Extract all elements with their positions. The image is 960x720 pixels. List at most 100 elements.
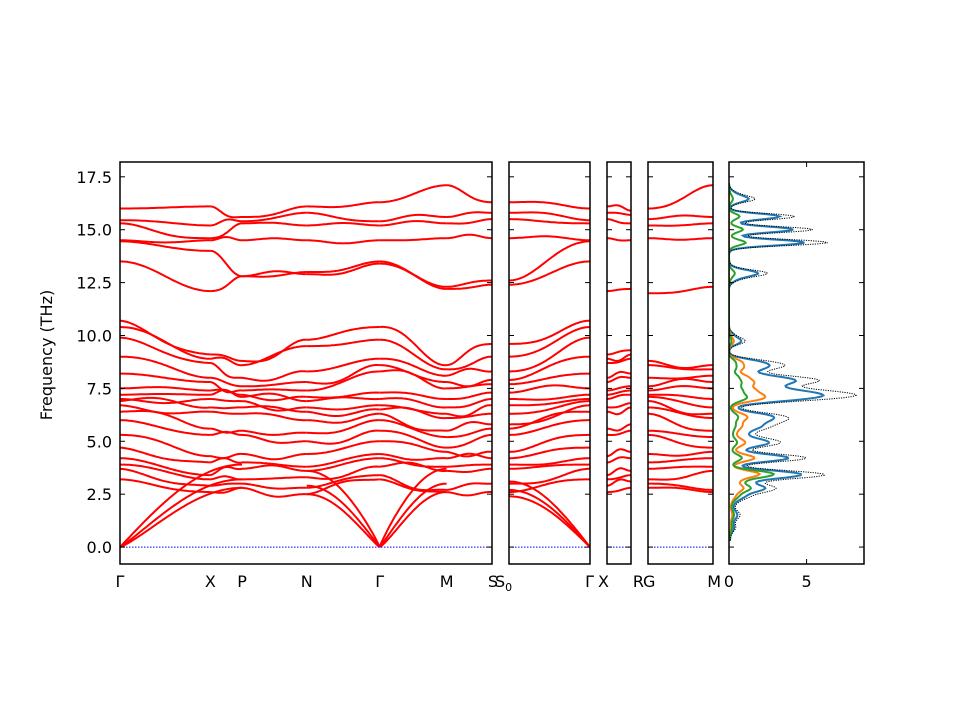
band-line <box>509 372 590 386</box>
band-line <box>607 353 631 362</box>
band-line <box>446 482 492 491</box>
band-line <box>241 270 307 278</box>
band-line <box>120 260 211 293</box>
band-line <box>446 463 492 468</box>
band-line <box>306 370 380 392</box>
band-line <box>241 433 307 444</box>
band-line <box>509 463 590 470</box>
band-panel-frame <box>606 161 632 565</box>
band-line <box>379 369 447 390</box>
band-line <box>210 466 243 477</box>
band-line <box>379 429 447 449</box>
y-tick-label: 17.5 <box>76 168 112 187</box>
band-line <box>379 213 447 223</box>
band-line <box>446 184 492 204</box>
band-line <box>306 419 380 435</box>
band-line <box>446 427 492 439</box>
band-panel-frame <box>647 161 714 565</box>
band-line <box>210 388 242 398</box>
band-line <box>306 211 380 223</box>
band-line <box>379 457 447 468</box>
band-line <box>120 446 211 464</box>
band-line <box>241 393 307 402</box>
dos-series-3 <box>729 183 776 541</box>
band-line <box>607 423 631 432</box>
band-line <box>210 249 243 278</box>
band-line <box>446 343 492 367</box>
band-line <box>607 385 631 392</box>
band-line <box>648 384 713 392</box>
band-line <box>210 205 242 219</box>
band-line <box>306 493 381 548</box>
band-line <box>210 362 242 379</box>
band-line <box>509 355 590 381</box>
band-line <box>379 184 447 204</box>
band-line <box>509 446 590 460</box>
y-tick-label: 5.0 <box>87 432 112 451</box>
band-line <box>509 478 590 494</box>
band-line <box>210 218 242 227</box>
band-line <box>306 364 380 385</box>
band-line <box>210 457 243 464</box>
band-line <box>607 237 631 242</box>
band-line <box>306 465 380 480</box>
band-line <box>379 453 447 461</box>
band-line <box>509 457 590 466</box>
band-line <box>306 338 380 348</box>
dos-panel-frame <box>728 161 865 565</box>
band-line <box>607 370 631 379</box>
band-line <box>120 336 211 364</box>
y-tick-label: 7.5 <box>87 379 112 398</box>
band-line <box>648 433 713 449</box>
band-line <box>379 220 447 227</box>
band-line <box>379 262 447 290</box>
band-line <box>509 384 590 394</box>
band-line <box>120 393 211 396</box>
band-line <box>120 463 242 548</box>
band-line <box>446 412 492 419</box>
band-line <box>120 396 211 409</box>
band-line <box>648 482 713 491</box>
band-line <box>306 412 380 424</box>
band-line <box>509 200 590 210</box>
dos-total <box>729 183 858 541</box>
dos-series-2 <box>729 183 767 541</box>
x-tick-label: P <box>237 572 247 591</box>
band-line <box>120 222 211 240</box>
band-line <box>120 326 211 360</box>
band-line <box>446 433 492 449</box>
band-line <box>446 398 492 409</box>
band-line <box>648 237 713 241</box>
x-tick-label: Γ <box>116 572 125 591</box>
band-line <box>379 338 447 371</box>
band-line <box>241 370 307 382</box>
band-panel-frame <box>508 161 591 565</box>
band-line <box>379 419 447 439</box>
band-line <box>607 406 631 416</box>
band-line <box>607 204 631 212</box>
y-axis-label: Frequency (THz) <box>37 290 56 420</box>
band-line <box>379 412 447 432</box>
band-line <box>242 461 307 468</box>
band-line <box>607 375 631 383</box>
band-line <box>379 397 447 409</box>
band-line <box>509 410 590 430</box>
band-line <box>509 467 590 485</box>
band-line <box>607 486 631 494</box>
band-line <box>120 478 242 548</box>
dos-series-1 <box>729 183 826 541</box>
band-line <box>306 260 380 273</box>
x-tick-label: Γ <box>375 572 384 591</box>
axes-frames <box>119 161 865 565</box>
band-line <box>648 222 713 227</box>
x-tick-label: M <box>707 572 721 591</box>
band-line <box>509 336 590 373</box>
band-line <box>446 355 492 371</box>
band-line <box>648 374 713 380</box>
band-line <box>648 450 713 457</box>
band-line <box>509 398 590 407</box>
band-line <box>509 419 590 436</box>
band-line <box>210 410 242 415</box>
band-line <box>446 211 492 218</box>
band-line <box>648 486 713 494</box>
